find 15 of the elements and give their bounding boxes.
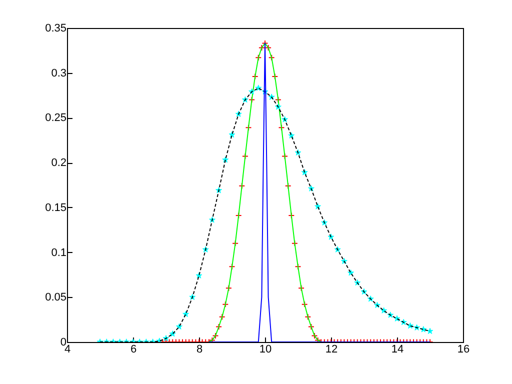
x-tick-label: 6 bbox=[130, 344, 137, 356]
y-tick-label: 0.25 bbox=[45, 112, 66, 124]
y-tick-label: 0.15 bbox=[45, 202, 66, 214]
x-tick-label: 8 bbox=[196, 344, 203, 356]
y-tick-label: 0 bbox=[60, 336, 66, 348]
y-tick-label: 0.05 bbox=[45, 292, 66, 304]
y-tick-label: 0.3 bbox=[51, 67, 66, 80]
x-tick-label: 4 bbox=[64, 344, 71, 356]
y-tick-label: 0.1 bbox=[51, 246, 66, 259]
x-tick-label: 14 bbox=[391, 344, 404, 356]
x-tick-label: 10 bbox=[259, 344, 272, 356]
x-tick-label: 12 bbox=[325, 344, 338, 356]
x-tick-label: 16 bbox=[457, 344, 470, 356]
y-tick-label: 0.2 bbox=[51, 157, 66, 170]
y-tick-label: 0.35 bbox=[45, 22, 66, 34]
